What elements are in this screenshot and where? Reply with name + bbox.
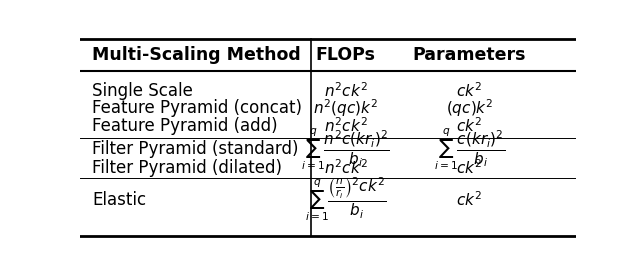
- Text: $ck^2$: $ck^2$: [456, 81, 483, 100]
- Text: $n^2ck^2$: $n^2ck^2$: [323, 158, 367, 177]
- Text: $ck^2$: $ck^2$: [456, 158, 483, 177]
- Text: $\sum_{i=1}^{q} \dfrac{\left(\frac{n}{r_i}\right)^2 ck^2}{b_i}$: $\sum_{i=1}^{q} \dfrac{\left(\frac{n}{r_…: [305, 176, 386, 223]
- Text: Filter Pyramid (dilated): Filter Pyramid (dilated): [92, 159, 282, 177]
- Text: FLOPs: FLOPs: [316, 46, 375, 64]
- Text: $ck^2$: $ck^2$: [456, 190, 483, 209]
- Text: Multi-Scaling Method: Multi-Scaling Method: [92, 46, 301, 64]
- Text: Feature Pyramid (concat): Feature Pyramid (concat): [92, 99, 302, 117]
- Text: $\sum_{i=1}^{q} \dfrac{n^2c(kr_i)^2}{b_i}$: $\sum_{i=1}^{q} \dfrac{n^2c(kr_i)^2}{b_i…: [301, 126, 390, 172]
- Text: $n^2ck^2$: $n^2ck^2$: [323, 81, 367, 100]
- Text: $\sum_{i=1}^{q} \dfrac{c(kr_i)^2}{b_i}$: $\sum_{i=1}^{q} \dfrac{c(kr_i)^2}{b_i}$: [434, 126, 505, 172]
- Text: $(qc)k^2$: $(qc)k^2$: [445, 97, 493, 119]
- Text: $n^2(qc)k^2$: $n^2(qc)k^2$: [313, 97, 378, 119]
- Text: Parameters: Parameters: [413, 46, 526, 64]
- Text: Filter Pyramid (standard): Filter Pyramid (standard): [92, 140, 299, 158]
- Text: Feature Pyramid (add): Feature Pyramid (add): [92, 117, 278, 135]
- Text: $ck^2$: $ck^2$: [456, 116, 483, 135]
- Text: $n^2ck^2$: $n^2ck^2$: [323, 116, 367, 135]
- Text: Single Scale: Single Scale: [92, 82, 193, 100]
- Text: Elastic: Elastic: [92, 191, 147, 209]
